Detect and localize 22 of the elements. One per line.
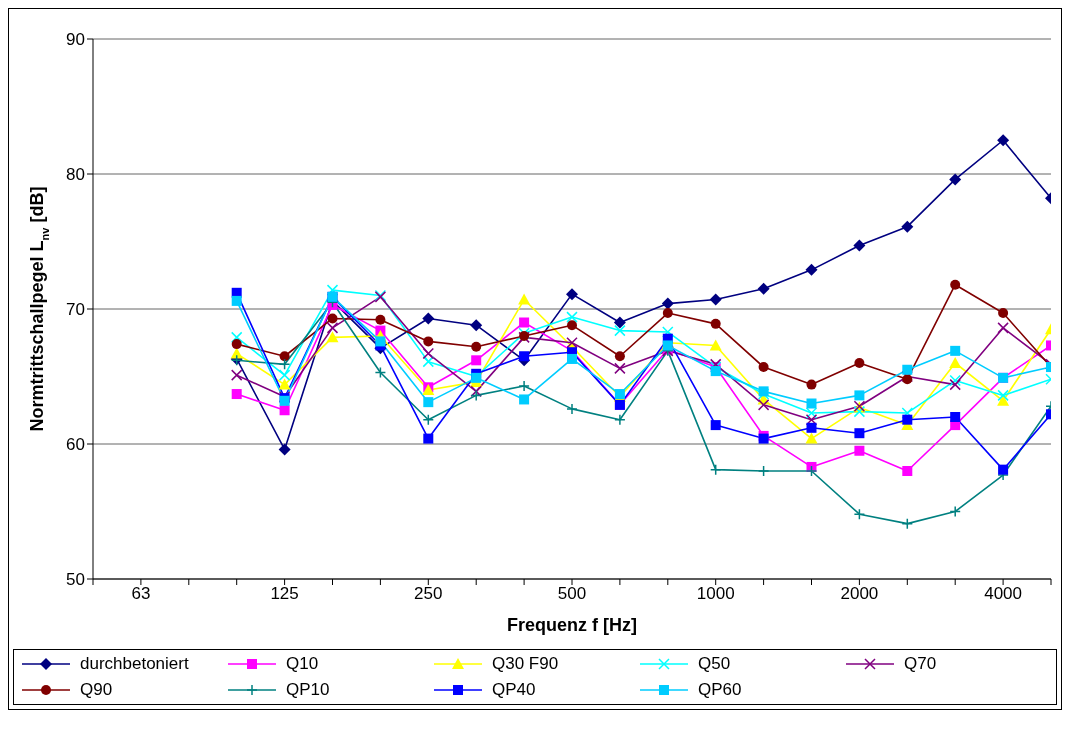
x-tick-label: 1000 bbox=[696, 584, 735, 604]
x-tick-label: 2000 bbox=[840, 584, 879, 604]
legend-label: Q70 bbox=[904, 654, 937, 674]
x-tick-label: 4000 bbox=[984, 584, 1023, 604]
y-tick-label: 80 bbox=[66, 165, 85, 185]
legend-label: QP40 bbox=[492, 680, 536, 700]
legend-label: QP10 bbox=[286, 680, 330, 700]
y-tick-label: 70 bbox=[66, 300, 85, 320]
legend-label: durchbetoniert bbox=[80, 654, 189, 674]
x-tick-label: 500 bbox=[557, 584, 587, 604]
legend-label: Q10 bbox=[286, 654, 319, 674]
y-tick-label: 50 bbox=[66, 570, 85, 590]
x-axis-title: Frequenz f [Hz] bbox=[507, 615, 637, 635]
y-tick-label: 60 bbox=[66, 435, 85, 455]
legend-label: Q30 F90 bbox=[492, 654, 559, 674]
y-tick-label: 90 bbox=[66, 30, 85, 50]
x-tick-label: 125 bbox=[270, 584, 299, 604]
legend-label: Q90 bbox=[80, 680, 113, 700]
x-tick-label: 250 bbox=[414, 584, 443, 604]
legend-label: QP60 bbox=[698, 680, 742, 700]
legend-label: Q50 bbox=[698, 654, 731, 674]
x-tick-label: 63 bbox=[131, 584, 151, 604]
